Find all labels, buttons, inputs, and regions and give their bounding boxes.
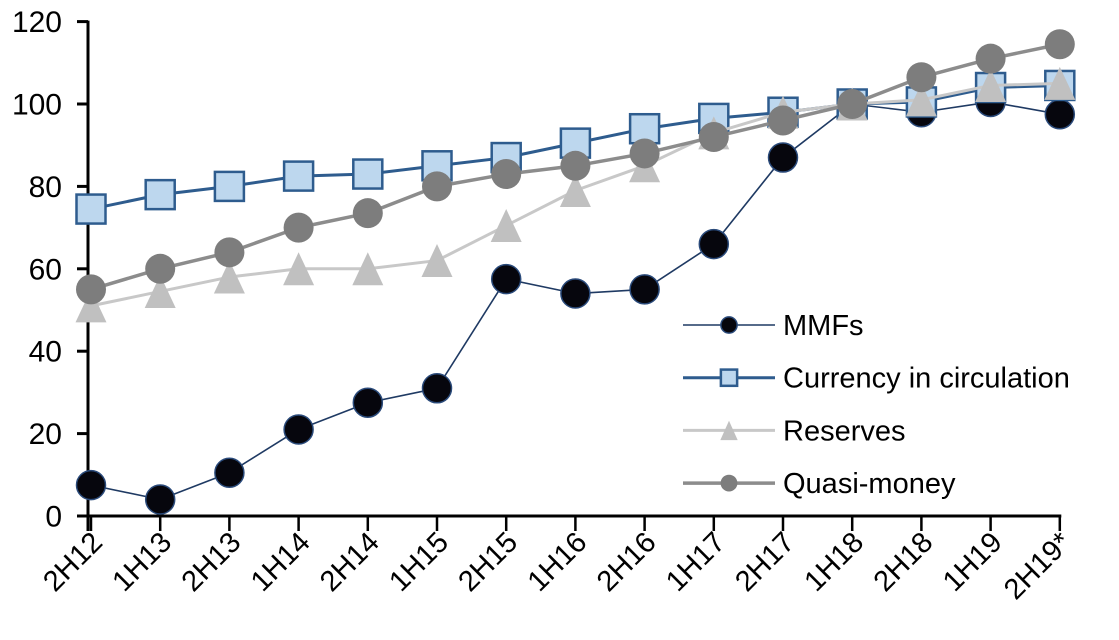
y-axis-label: 20	[29, 418, 62, 451]
x-axis-label: 1H19	[937, 526, 1009, 598]
legend: MMFs Currency in circulation Reserves Quasi…	[683, 310, 1070, 500]
series-reserves-marker	[283, 252, 315, 286]
series-mmfs-marker	[490, 263, 522, 295]
series-mmfs-marker	[144, 484, 176, 515]
x-axis-label: 1H18	[798, 526, 870, 598]
y-axis-label: 60	[29, 253, 62, 286]
series-reserves-marker	[75, 289, 107, 323]
series-reserves-legend-marker	[720, 420, 738, 441]
legend-label: Currency in circulation	[783, 363, 1070, 395]
x-axis-label: 2H18	[868, 526, 940, 598]
series-mmfs-marker	[421, 373, 453, 404]
series-mmfs-marker	[1044, 99, 1076, 130]
x-axis-label: 2H14	[314, 526, 386, 598]
series-quasi-money-marker	[422, 171, 452, 202]
legend-label: Quasi-money	[783, 468, 956, 500]
series-mmfs-marker	[75, 469, 107, 501]
series-currency-in-circulation-marker	[282, 160, 315, 192]
x-axis-label: 2H16	[591, 526, 663, 598]
legend-item-currency-in-circulation: Currency in circulation	[683, 363, 1070, 395]
series-reserves-marker	[421, 244, 453, 278]
series-reserves-marker	[144, 274, 176, 308]
series-quasi-money-marker	[1044, 29, 1075, 60]
series-mmfs-legend-marker	[720, 316, 738, 334]
series-quasi-money	[76, 29, 1075, 305]
series-reserves-marker	[905, 83, 937, 117]
y-axis-label: 0	[45, 501, 62, 534]
series-mmfs-marker	[352, 387, 384, 418]
x-axis-label: 2H17	[729, 526, 801, 598]
series-quasi-money-legend-marker	[720, 474, 738, 492]
series-mmfs-marker	[283, 414, 314, 445]
series-reserves-marker	[559, 174, 591, 208]
series-reserves-marker	[490, 209, 522, 243]
series-currency-in-circulation-marker	[352, 158, 384, 190]
y-axis-label: 120	[12, 6, 62, 39]
x-axis-label: 2H13	[176, 526, 248, 598]
series-quasi-money-marker	[214, 237, 245, 268]
series-currency-in-circulation-marker	[628, 112, 661, 145]
series-reserves-marker	[975, 68, 1007, 102]
series-mmfs-marker	[698, 228, 730, 260]
series-quasi-money-marker	[837, 89, 868, 119]
x-axis-label: 1H14	[245, 526, 317, 598]
legend-item-mmfs: MMFs	[683, 310, 864, 342]
x-axis-label: 1H17	[660, 526, 732, 598]
y-axis-label: 80	[29, 171, 62, 204]
series-currency-in-circulation-legend-marker	[719, 368, 739, 388]
series-mmfs-marker	[214, 457, 245, 488]
legend-item-reserves: Reserves	[683, 415, 906, 447]
x-axis-label: 1H15	[383, 526, 455, 598]
series-quasi-money-marker	[698, 121, 729, 152]
series-quasi-money-marker	[906, 62, 937, 93]
series-quasi-money-marker	[560, 150, 591, 181]
x-axis-label: 2H12	[37, 526, 109, 598]
series-currency-in-circulation-marker	[213, 170, 246, 203]
series-quasi-money-marker	[352, 198, 383, 229]
series-reserves-marker	[352, 252, 384, 286]
legend-label: Reserves	[783, 415, 906, 447]
series-reserves-marker	[213, 260, 245, 294]
y-axis-label: 40	[29, 336, 62, 369]
series-reserves-marker	[1044, 66, 1076, 100]
series-currency-in-circulation-marker	[144, 178, 176, 211]
legend-label: MMFs	[783, 310, 864, 342]
series-quasi-money-marker	[283, 212, 314, 243]
x-axis-label: 1H13	[106, 526, 178, 598]
series-quasi-money-marker	[145, 253, 176, 284]
legend-item-quasi-money: Quasi-money	[683, 468, 956, 500]
series-quasi-money-marker	[975, 43, 1006, 74]
x-axis-label: 2H15	[452, 526, 524, 598]
y-axis-label: 100	[12, 89, 62, 122]
series-quasi-money-marker	[76, 274, 106, 305]
series-mmfs-marker	[629, 274, 660, 305]
series-mmfs-marker	[767, 142, 799, 173]
series-quasi-money-marker	[629, 138, 660, 169]
x-axis-label: 2H19*	[998, 526, 1078, 606]
series-quasi-money-marker	[768, 105, 798, 136]
series-quasi-money-marker	[491, 159, 522, 190]
series-currency-in-circulation-marker	[75, 193, 107, 225]
series-mmfs-marker	[560, 278, 591, 309]
x-axis-label: 1H16	[522, 526, 594, 598]
